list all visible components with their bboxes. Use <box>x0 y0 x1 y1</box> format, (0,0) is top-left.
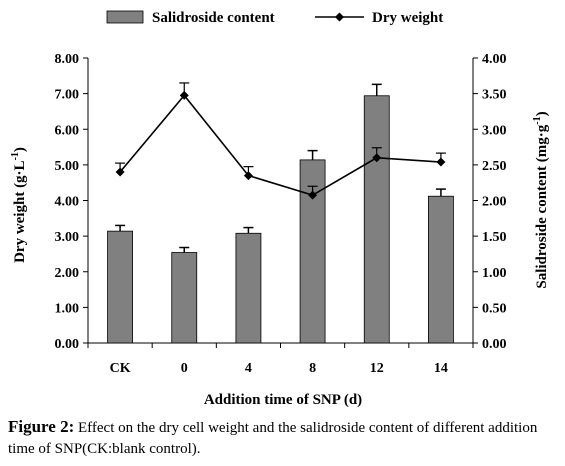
dry-weight-point <box>179 90 189 100</box>
y-axis-right-tick-label: 1.00 <box>482 266 507 281</box>
x-axis-tick-label: 0 <box>181 361 188 376</box>
axes <box>83 57 478 348</box>
dry-weight-point <box>372 153 382 163</box>
y-axis-left-tick-label: 3.00 <box>55 230 80 245</box>
y-axis-right-label: Salidroside content (mg·g-1) <box>532 111 550 288</box>
y-axis-left-tick-label: 6.00 <box>55 123 80 138</box>
y-axis-right-tick-label: 0.50 <box>482 301 507 316</box>
line-series <box>115 82 446 200</box>
bar <box>363 95 390 344</box>
y-axis-right-tick-label: 3.00 <box>482 123 507 138</box>
caption-text: Effect on the dry cell weight and the sa… <box>8 420 538 457</box>
dry-weight-point <box>115 167 125 177</box>
legend-dry-weight-label: Dry weight <box>372 10 443 26</box>
dry-weight-point <box>308 190 318 200</box>
chart: Salidroside content Dry weight 0.00 1.00 2.… <box>10 10 550 408</box>
bar <box>235 232 262 344</box>
caption-label: Figure 2: <box>8 417 75 436</box>
y-axis-left-tick-label: 8.00 <box>55 52 80 67</box>
y-axis-left-tick-label: 0.00 <box>55 337 80 352</box>
legend-salidroside-label: Salidroside content <box>152 10 275 26</box>
legend: Salidroside content Dry weight <box>106 10 443 26</box>
x-axis-label: Addition time of SNP (d) <box>204 392 362 408</box>
x-axis-tick-label: 14 <box>434 361 448 376</box>
bar <box>428 195 454 344</box>
figure-caption: Figure 2: Effect on the dry cell weight … <box>8 416 560 460</box>
bar <box>171 252 198 344</box>
x-axis-tick-label: 12 <box>370 361 384 376</box>
dry-weight-point <box>243 171 253 181</box>
y-axis-left-tick-label: 7.00 <box>55 88 80 103</box>
x-axis-tick-label: CK <box>110 361 131 376</box>
y-axis-left-tick-label: 5.00 <box>55 159 80 174</box>
y-axis-left-tick-label: 2.00 <box>55 266 80 281</box>
x-axis-tick-label: 8 <box>309 361 316 376</box>
y-axis-left-tick-label: 4.00 <box>55 195 80 210</box>
y-axis-left-label: Dry weight (g·L-1) <box>10 147 28 263</box>
y-axis-right-tick-label: 0.00 <box>482 337 507 352</box>
bar-series <box>107 83 454 344</box>
legend-bar-swatch <box>106 10 144 24</box>
x-axis-tick-label: 4 <box>245 361 252 376</box>
legend-line-marker <box>335 12 344 22</box>
y-axis-right-tick-label: 3.50 <box>482 88 507 103</box>
dry-weight-point <box>436 157 446 167</box>
y-axis-right-tick-label: 1.50 <box>482 230 507 245</box>
y-axis-right-tick-label: 2.50 <box>482 159 507 174</box>
tick-labels: 0.00 1.00 2.00 3.00 4.00 5.00 6.00 7.00 8.00 0.00… <box>55 52 507 376</box>
bar <box>107 230 133 344</box>
y-axis-right-tick-label: 2.00 <box>482 195 507 210</box>
dry-weight-line <box>119 94 441 197</box>
y-axis-right-tick-label: 4.00 <box>482 52 507 67</box>
y-axis-left-tick-label: 1.00 <box>55 301 80 316</box>
